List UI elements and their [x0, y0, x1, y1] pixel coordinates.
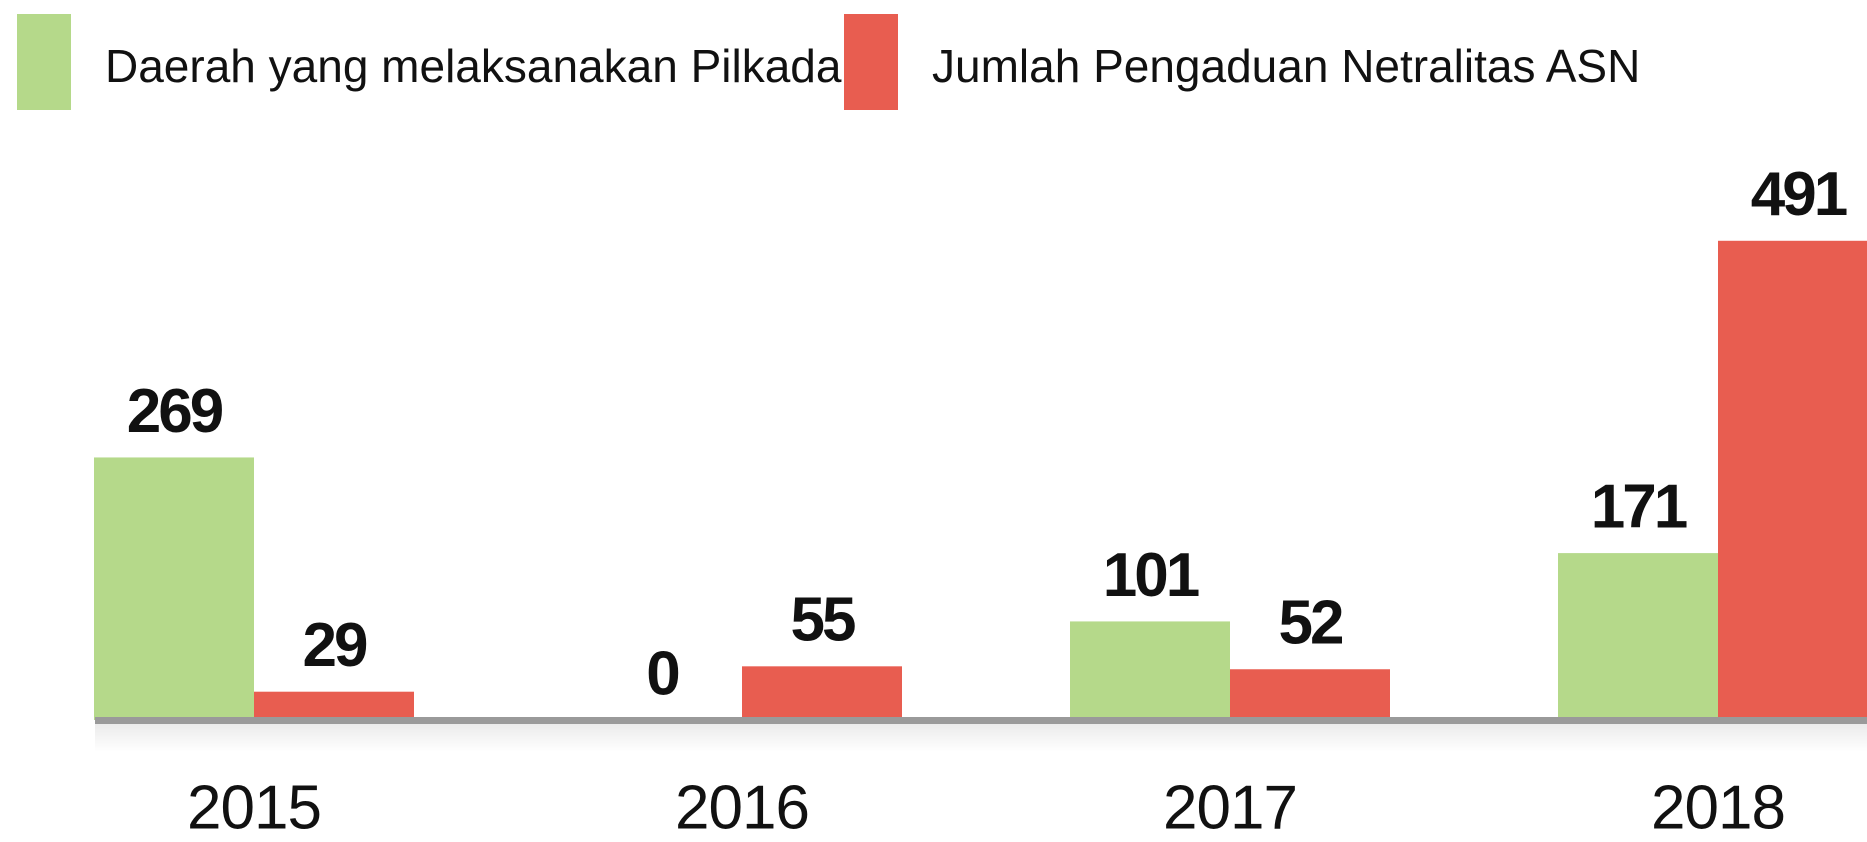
- legend-label: Jumlah Pengaduan Netralitas ASN: [932, 40, 1640, 92]
- value-label: 269: [127, 377, 223, 446]
- value-label: 29: [303, 611, 367, 680]
- baseline: [95, 717, 1867, 724]
- bar: [1230, 669, 1390, 720]
- bar: [1558, 553, 1718, 720]
- x-tick-label: 2015: [187, 773, 321, 842]
- value-label: 55: [791, 586, 855, 655]
- bar: [1070, 621, 1230, 720]
- bar: [1718, 240, 1867, 720]
- value-label: 101: [1103, 541, 1199, 610]
- value-label: 491: [1751, 160, 1847, 229]
- legend-swatch: [17, 14, 71, 110]
- bar: [742, 666, 902, 720]
- value-label: 52: [1279, 589, 1342, 658]
- bar: [94, 457, 254, 720]
- x-tick-label: 2017: [1163, 773, 1297, 842]
- legend-label: Daerah yang melaksanakan Pilkada: [105, 40, 842, 92]
- value-label: 171: [1591, 472, 1687, 541]
- bar: [254, 691, 414, 720]
- value-label: 0: [646, 639, 678, 708]
- legend-swatch: [844, 14, 898, 110]
- x-tick-label: 2016: [675, 773, 809, 842]
- baseline-shadow: [95, 724, 1867, 752]
- x-tick-label: 2018: [1651, 773, 1785, 842]
